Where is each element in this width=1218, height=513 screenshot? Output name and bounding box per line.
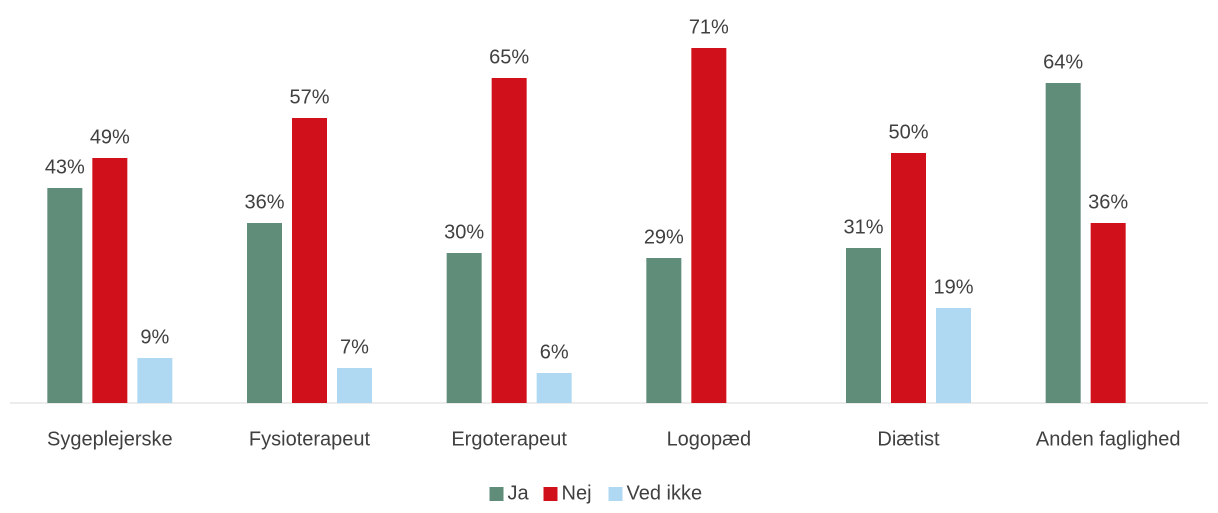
legend-swatch: [608, 487, 623, 501]
data-label: 9%: [140, 326, 169, 348]
data-label: 64%: [1043, 51, 1083, 73]
bar: [491, 78, 527, 403]
x-tick-label: Fysioterapeut: [249, 428, 371, 450]
data-label: 30%: [444, 221, 484, 243]
bar: [292, 118, 327, 403]
legend-label: Ved ikke: [627, 482, 703, 504]
legend-swatch: [489, 487, 504, 501]
data-label: 6%: [540, 341, 569, 363]
data-label: 29%: [644, 226, 684, 248]
data-label: 7%: [340, 336, 369, 358]
bar: [337, 368, 372, 403]
data-label: 49%: [90, 126, 130, 148]
bar: [691, 48, 727, 403]
bar: [446, 253, 482, 403]
bar: [891, 153, 926, 403]
bar: [47, 188, 83, 403]
x-tick-label: Ergoterapeut: [451, 428, 567, 450]
x-tick-label: Anden faglighed: [1036, 428, 1181, 450]
bar: [646, 258, 682, 403]
data-label: 71%: [689, 16, 729, 38]
bar: [936, 308, 971, 403]
bar: [137, 358, 173, 403]
data-label: 36%: [1088, 191, 1128, 213]
data-label: 36%: [244, 191, 284, 213]
data-label: 31%: [843, 216, 883, 238]
bar: [1090, 223, 1126, 403]
x-tick-label: Sygeplejerske: [47, 428, 173, 450]
legend-swatch: [543, 487, 558, 501]
data-label: 57%: [289, 86, 329, 108]
bar: [536, 373, 572, 403]
data-label: 19%: [933, 276, 973, 298]
bar: [846, 248, 881, 403]
bar: [92, 158, 128, 403]
legend-label: Ja: [508, 482, 530, 504]
legend-label: Nej: [562, 482, 592, 504]
x-tick-label: Diætist: [877, 428, 940, 450]
x-tick-label: Logopæd: [667, 428, 752, 450]
bar: [1045, 83, 1081, 403]
data-label: 65%: [489, 46, 529, 68]
data-label: 43%: [45, 156, 85, 178]
bar: [247, 223, 282, 403]
data-label: 50%: [888, 121, 928, 143]
